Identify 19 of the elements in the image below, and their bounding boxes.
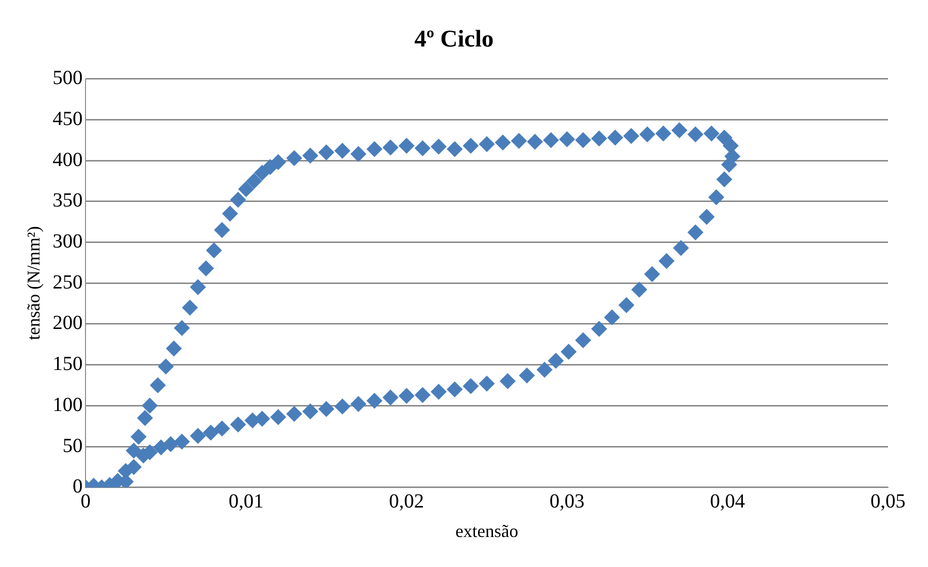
y-tick-label: 500 bbox=[52, 67, 83, 90]
y-tick-label: 50 bbox=[62, 434, 83, 457]
chart-title: 4º Ciclo bbox=[414, 26, 494, 53]
x-tick-label: 0,02 bbox=[389, 490, 424, 513]
x-tick-label: 0,05 bbox=[870, 490, 906, 513]
y-tick-label: 100 bbox=[52, 394, 83, 416]
y-tick-label: 300 bbox=[52, 230, 83, 252]
y-tick-label: 450 bbox=[52, 108, 83, 130]
y-axis-title: tensão (N/mm²) bbox=[24, 226, 44, 340]
x-tick-label: 0,03 bbox=[550, 490, 585, 513]
y-tick-label: 0 bbox=[72, 476, 83, 498]
y-tick-label: 200 bbox=[52, 312, 83, 334]
y-tick-label: 250 bbox=[52, 271, 83, 294]
x-tick-label: 0,04 bbox=[710, 490, 746, 513]
x-axis-title: extensão bbox=[455, 520, 518, 541]
y-tick-label: 150 bbox=[52, 353, 83, 376]
y-tick-label: 350 bbox=[52, 190, 83, 212]
y-tick-label: 400 bbox=[52, 148, 83, 171]
x-tick-label: 0,01 bbox=[228, 490, 264, 513]
